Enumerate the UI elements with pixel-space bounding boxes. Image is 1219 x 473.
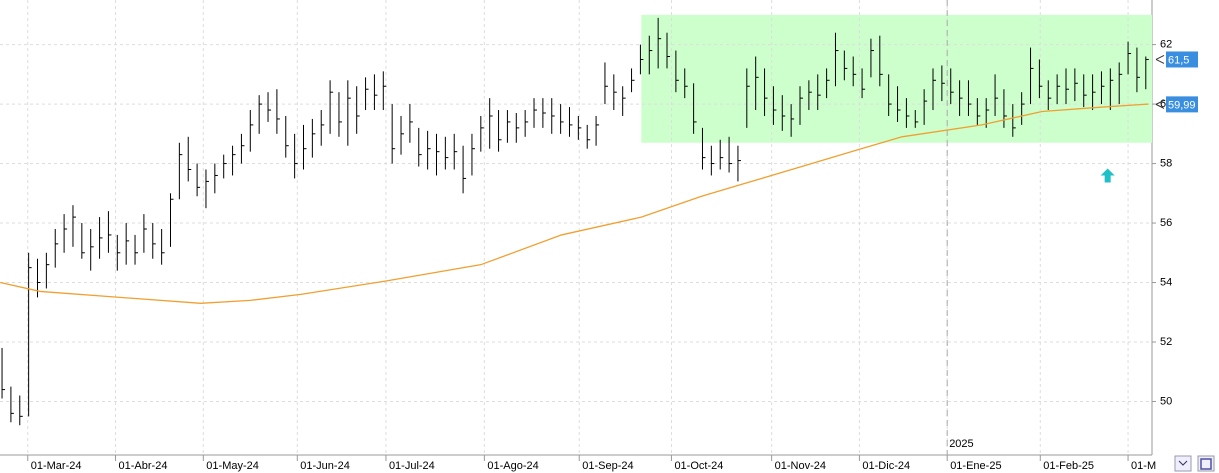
- year-label: 2025: [949, 438, 973, 450]
- x-tick-label: 01-Mar-24: [31, 460, 82, 472]
- y-tick-label: 56: [1160, 217, 1172, 229]
- x-tick-label: 01-Nov-24: [775, 460, 826, 472]
- x-tick-label: 01-M: [1131, 460, 1156, 472]
- price-label-box: [1166, 96, 1198, 113]
- x-tick-label: 01-Ago-24: [487, 460, 538, 472]
- price-label: 59,99: [1168, 99, 1196, 111]
- price-pointer: [1155, 55, 1165, 64]
- zoom-icon: [1178, 460, 1188, 466]
- price-pointer: [1155, 99, 1165, 109]
- zoom-button[interactable]: [1174, 455, 1192, 472]
- price-label-box: [1166, 51, 1198, 68]
- y-tick-label: 58: [1160, 157, 1172, 169]
- x-tick-label: 01-Ene-25: [950, 460, 1001, 472]
- x-tick-label: 01-Abr-24: [119, 460, 168, 472]
- x-tick-label: 01-Sep-24: [582, 460, 633, 472]
- y-tick-label: 62: [1160, 39, 1172, 51]
- save-icon: [1200, 458, 1212, 470]
- price-label: 61,5: [1168, 54, 1189, 66]
- signal-arrow: [1100, 168, 1115, 183]
- y-tick-label: 50: [1160, 395, 1172, 407]
- x-tick-label: 01-Oct-24: [674, 460, 723, 472]
- y-tick-label: 54: [1160, 276, 1172, 288]
- highlight-region: [641, 14, 1152, 143]
- x-tick-label: 01-May-24: [206, 460, 259, 472]
- x-tick-label: 01-Feb-25: [1043, 460, 1094, 472]
- moving-average: [0, 103, 1149, 304]
- y-tick-label: 52: [1160, 336, 1172, 348]
- x-tick-label: 01-Dic-24: [862, 460, 910, 472]
- x-tick-label: 01-Jun-24: [300, 460, 350, 472]
- x-tick-label: 01-Jul-24: [389, 460, 435, 472]
